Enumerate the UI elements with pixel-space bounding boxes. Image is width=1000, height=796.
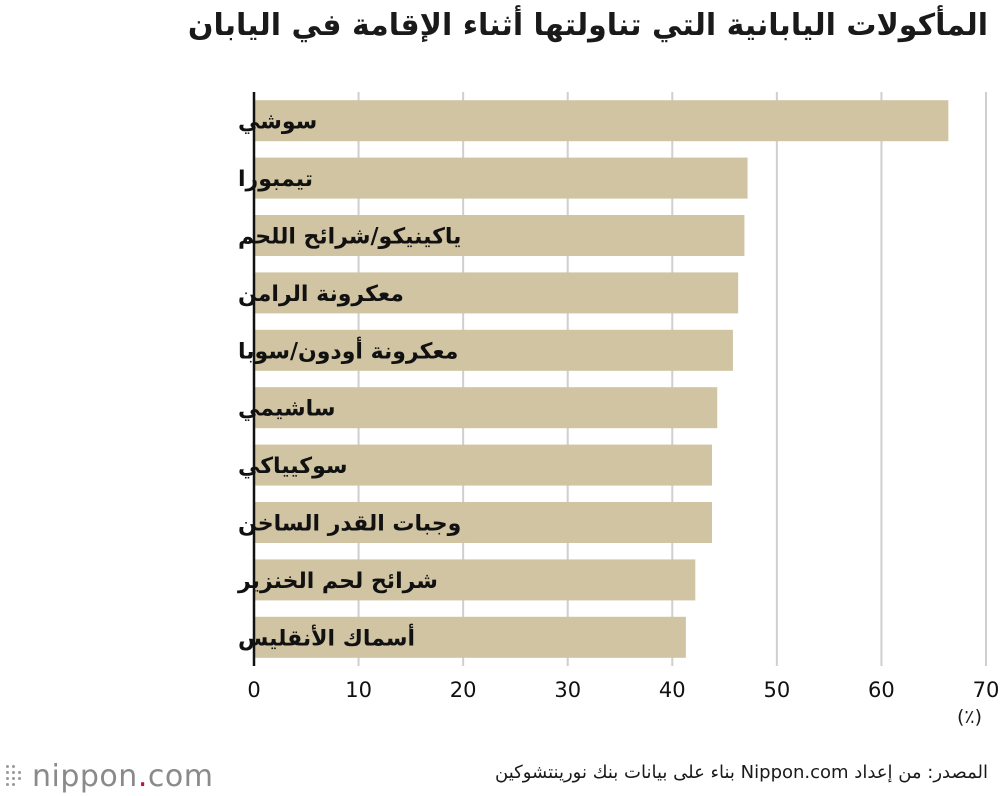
category-label: تيمبورا bbox=[238, 167, 313, 192]
x-tick-label: 30 bbox=[554, 678, 581, 702]
nippon-logo: nippon.com bbox=[4, 758, 213, 794]
bar bbox=[254, 329, 733, 371]
bar bbox=[254, 157, 748, 199]
bar bbox=[254, 387, 718, 429]
bar bbox=[254, 559, 696, 601]
category-label: شرائح لحم الخنزير bbox=[237, 569, 438, 594]
logo-wordmark: nippon.com bbox=[32, 758, 214, 794]
x-tick-label: 40 bbox=[659, 678, 686, 702]
bar bbox=[254, 100, 949, 142]
category-label: ياكينيكو/شرائح اللحم bbox=[238, 225, 461, 250]
category-label: ساشيمي bbox=[238, 397, 336, 422]
x-tick-label: 50 bbox=[763, 678, 790, 702]
x-tick-label: 70 bbox=[973, 678, 1000, 702]
category-label: سوشي bbox=[238, 110, 317, 135]
bar bbox=[254, 215, 745, 256]
category-label: معكرونة الرامن bbox=[238, 282, 404, 307]
x-tick-label: 20 bbox=[450, 678, 477, 702]
bar bbox=[254, 502, 713, 543]
category-label: أسماك الأنقليس bbox=[238, 622, 415, 651]
unit-label: (٪) bbox=[956, 706, 982, 728]
bar bbox=[254, 444, 713, 486]
bar bbox=[254, 616, 686, 658]
bar bbox=[254, 272, 739, 314]
x-tick-label: 0 bbox=[247, 678, 260, 702]
source-note: المصدر: من إعداد Nippon.com بناء على بيا… bbox=[495, 762, 988, 783]
x-tick-label: 60 bbox=[868, 678, 895, 702]
category-label: معكرونة أودون/سوبا bbox=[238, 335, 458, 364]
category-label: سوكيياكي bbox=[238, 454, 348, 479]
chart-title: المأكولات اليابانية التي تناولتها أثناء … bbox=[187, 8, 988, 43]
category-label: وجبات القدر الساخن bbox=[238, 512, 461, 537]
logo-mark-icon bbox=[4, 761, 26, 791]
x-tick-label: 10 bbox=[345, 678, 372, 702]
